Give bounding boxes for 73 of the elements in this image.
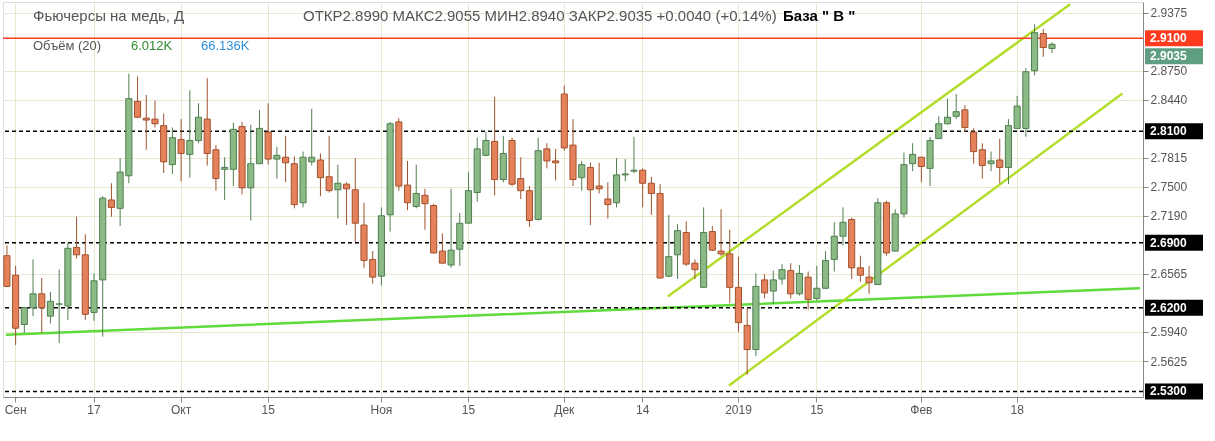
candlestick <box>935 115 943 140</box>
candlestick <box>334 164 342 220</box>
x-tick-label: Окт <box>170 402 192 417</box>
candlestick <box>961 104 969 133</box>
x-tick-label: Ноя <box>370 402 393 417</box>
candlestick <box>578 160 586 192</box>
x-tick-label: 15 <box>261 402 276 417</box>
y-tick-label: 2.7190 <box>1150 209 1188 224</box>
candlestick <box>107 182 115 218</box>
ref-line-label: 2.5300 <box>1150 384 1188 399</box>
candlestick <box>438 232 446 264</box>
candlestick <box>55 269 63 344</box>
x-tick-label: 2019 <box>725 402 753 417</box>
candlestick <box>856 255 864 283</box>
candlestick <box>978 142 986 180</box>
candlestick <box>621 158 629 182</box>
y-tick-label: 2.8750 <box>1150 64 1188 79</box>
candlestick <box>630 136 638 174</box>
text: 2.9035 <box>1150 49 1188 64</box>
ref-line-label: 2.6200 <box>1150 300 1188 315</box>
ref-line-label: 2.6900 <box>1150 235 1188 250</box>
candlestick <box>787 262 795 299</box>
candlestick <box>987 151 995 172</box>
candlestick <box>865 265 873 295</box>
candlestick <box>134 75 142 119</box>
candlestick <box>604 181 612 220</box>
x-tick-label: Фев <box>910 402 933 417</box>
x-tick-label: Сен <box>4 402 27 417</box>
chart-subtitle: ОТКР2.8990 МАКС2.9055 МИН2.8940 ЗАКР2.9035 +0.0040 (+0.14%) <box>303 7 777 24</box>
candlestick <box>943 98 952 126</box>
y-tick-label: 2.8440 <box>1150 93 1188 108</box>
candlestick <box>804 271 812 311</box>
candlestick <box>46 291 55 325</box>
candlestick <box>177 118 185 182</box>
candlestick <box>412 164 420 209</box>
ref-line-label: 2.9100 <box>1150 31 1188 46</box>
chart-title: Фьючерсы на медь, Д <box>33 7 185 24</box>
y-tick-label: 2.5625 <box>1150 354 1188 369</box>
ref-line-label: 2.8100 <box>1150 124 1188 139</box>
y-tick-label: 2.7500 <box>1150 180 1188 195</box>
candlestick <box>73 216 81 260</box>
candlestick <box>343 181 351 226</box>
x-tick-label: 18 <box>1010 402 1025 417</box>
candlestick <box>917 156 925 183</box>
candlestick <box>221 156 229 201</box>
candlestick <box>996 138 1004 184</box>
candlestick <box>447 188 455 269</box>
candlestick <box>970 127 978 165</box>
x-tick-label: 15 <box>461 402 476 417</box>
candlestick <box>952 93 960 120</box>
annotation: База " В " <box>783 7 856 24</box>
x-tick-label: 14 <box>635 402 650 417</box>
candlestick <box>795 264 803 297</box>
candlestick <box>665 214 673 278</box>
y-tick-label: 2.9375 <box>1150 6 1188 21</box>
candlestick <box>1039 28 1047 58</box>
annotation: 6.012K <box>131 38 173 53</box>
y-tick-label: 2.7815 <box>1150 151 1188 166</box>
candlestick <box>421 188 429 231</box>
candlestick <box>273 146 281 180</box>
x-tick-label: 17 <box>87 402 101 417</box>
annotation: 66.136K <box>201 38 250 53</box>
candlestick <box>761 273 769 299</box>
candlestick <box>909 142 917 172</box>
annotation: Объём (20) <box>33 38 102 53</box>
x-tick-label: 15 <box>810 402 824 417</box>
candlestick <box>1048 41 1056 54</box>
y-tick-label: 2.5940 <box>1150 325 1188 340</box>
candlestick <box>282 135 290 183</box>
candlestick <box>38 277 46 334</box>
x-tick-label: Дек <box>554 402 576 417</box>
y-tick-label: 2.6565 <box>1150 267 1188 282</box>
candlestick <box>639 167 647 208</box>
